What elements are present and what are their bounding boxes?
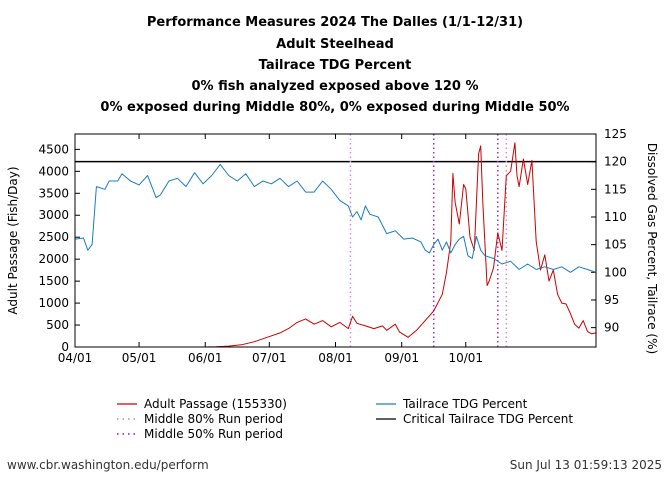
series-tailrace-tdg-line (75, 163, 596, 273)
legend-critical-tdg-label: Critical Tailrace TDG Percent (403, 412, 573, 426)
series-adult-passage-line (75, 142, 596, 347)
y-right-tick-label: 120 (604, 155, 627, 169)
x-tick-label: 04/01 (58, 351, 93, 365)
y-right-tick-label: 100 (604, 265, 627, 279)
y-left-tick-label: 4000 (38, 164, 69, 178)
legend-middle-50-label: Middle 50% Run period (144, 427, 283, 441)
y-left-tick-label: 0 (61, 340, 69, 354)
x-tick-label: 09/01 (384, 351, 419, 365)
y-left-tick-label: 3500 (38, 186, 69, 200)
x-tick-label: 08/01 (318, 351, 353, 365)
y-right-tick-label: 115 (604, 182, 627, 196)
plot-frame (74, 133, 597, 348)
y-left-tick-label: 2000 (38, 252, 69, 266)
footer-url[interactable]: www.cbr.washington.edu/perform (7, 458, 209, 472)
chart-title-line-5: 0% exposed during Middle 80%, 0% exposed… (100, 100, 570, 115)
y-right-axis-label: Dissolved Gas Percent, Tailrace (%) (645, 143, 659, 354)
y-right-tick-label: 95 (604, 293, 619, 307)
y-left-tick-label: 4500 (38, 142, 69, 156)
x-tick-label: 06/01 (188, 351, 223, 365)
y-left-tick-label: 2500 (38, 230, 69, 244)
legend-adult-passage-label: Adult Passage (155330) (144, 397, 287, 411)
y-left-axis-label: Adult Passage (Fish/Day) (6, 166, 20, 314)
y-left-tick-label: 1500 (38, 274, 69, 288)
chart-title-line-3: Tailrace TDG Percent (258, 58, 412, 73)
y-left-tick-label: 1000 (38, 296, 69, 310)
y-right-tick-label: 110 (604, 210, 627, 224)
x-tick-label: 07/01 (252, 351, 287, 365)
legend-middle-80-label: Middle 80% Run period (144, 412, 283, 426)
legend-tailrace-tdg-label: Tailrace TDG Percent (402, 397, 528, 411)
y-right-tick-label: 90 (604, 321, 619, 335)
y-left-tick-label: 500 (46, 318, 69, 332)
footer-timestamp: Sun Jul 13 01:59:13 2025 (509, 458, 662, 472)
x-tick-label: 05/01 (122, 351, 157, 365)
y-right-tick-label: 125 (604, 127, 627, 141)
chart-title-line-4: 0% fish analyzed exposed above 120 % (191, 79, 479, 94)
x-tick-label: 10/01 (448, 351, 483, 365)
chart-title-line-2: Adult Steelhead (276, 37, 394, 52)
y-right-tick-label: 105 (604, 238, 627, 252)
y-left-tick-label: 3000 (38, 208, 69, 222)
chart-title-line-1: Performance Measures 2024 The Dalles (1/… (146, 15, 524, 30)
